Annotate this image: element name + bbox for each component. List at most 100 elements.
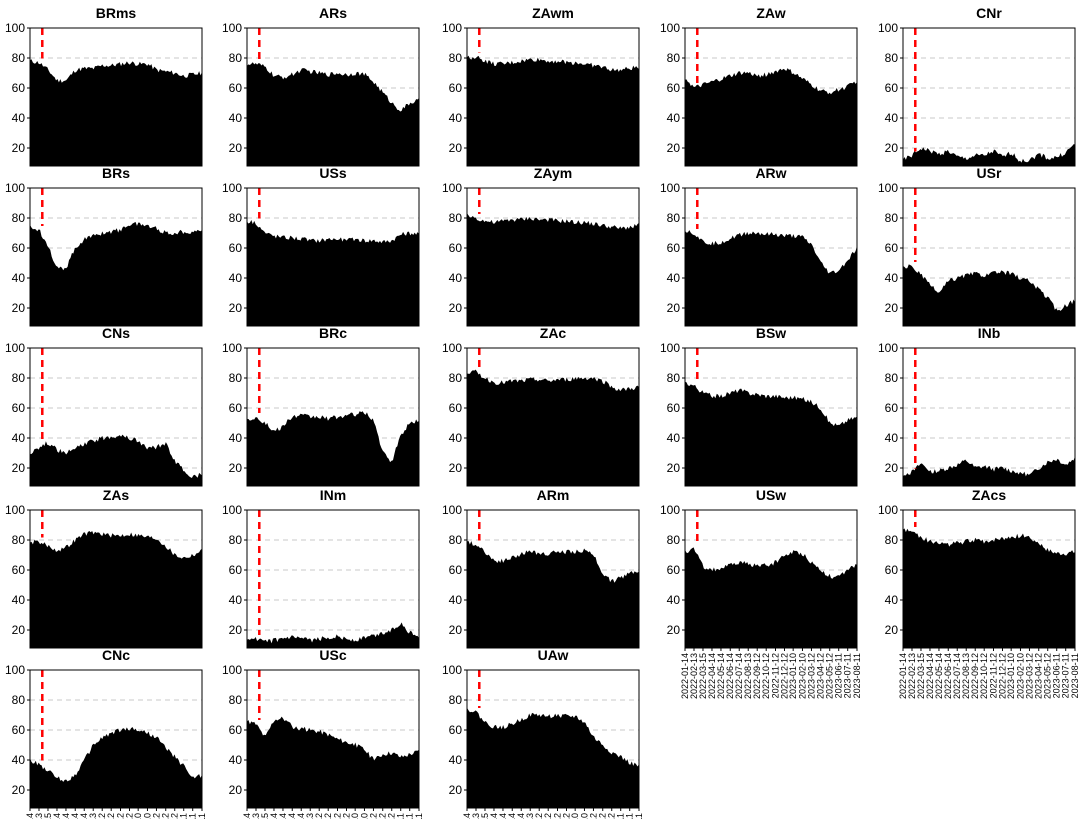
series-area: [467, 55, 639, 166]
x-tick-label: 2022-08-13: [961, 653, 971, 699]
chart-plot: 20 40 60 80 100: [5, 21, 203, 167]
x-tick-label: 2022-09-12: [752, 653, 762, 699]
x-tick-label: 2022-01-14: [680, 653, 690, 699]
plot-frame: [902, 27, 1076, 167]
plot-frame: [29, 187, 203, 327]
y-tick-label: 80: [229, 533, 243, 547]
x-tick-label: 2022-12-12: [124, 813, 134, 819]
x-tick-label: 2023-07-11: [188, 813, 198, 819]
chart-title: USw: [755, 487, 787, 503]
x-tick-label: 2022-07-14: [952, 653, 962, 699]
series-area: [467, 369, 639, 486]
y-tick-label: 80: [667, 371, 681, 385]
chart-panel-brms: BRms 20 40 60 80 100: [0, 0, 212, 176]
y-tick-label: 40: [885, 111, 899, 125]
series-area: [903, 264, 1075, 326]
x-tick-label: 2023-03-12: [588, 813, 598, 819]
y-tick-label: 100: [660, 181, 680, 195]
chart-plot: 20 40 60 80 100: [222, 181, 420, 327]
x-tick-label: 2022-04-14: [489, 813, 499, 819]
y-tick-label: 40: [12, 111, 26, 125]
series-area: [247, 62, 419, 166]
y-tick-label: 100: [222, 21, 242, 35]
x-tick-label: 2022-07-14: [296, 813, 306, 819]
chart-plot: 20 40 60 80 100: [222, 341, 420, 487]
x-tick-label: 2023-01-10: [788, 653, 798, 699]
chart-plot: 20 40 60 80 100: [878, 341, 1076, 487]
x-tick-label: 2023-01-10: [1006, 653, 1016, 699]
x-tick-label: 2023-07-11: [1061, 653, 1071, 698]
x-tick-label: 2022-09-12: [97, 813, 107, 819]
y-tick-label: 100: [878, 341, 898, 355]
plot-frame: [684, 347, 858, 487]
y-tick-label: 40: [229, 111, 243, 125]
y-tick-label: 60: [885, 401, 899, 415]
y-tick-label: 40: [449, 111, 463, 125]
y-tick-label: 80: [229, 371, 243, 385]
plot-frame: [466, 509, 640, 649]
y-tick-label: 80: [449, 693, 463, 707]
x-tick-label: 2023-05-12: [170, 813, 180, 819]
chart-plot: 20 40 60 80 100: [5, 503, 203, 649]
y-tick-label: 80: [229, 211, 243, 225]
x-tick-label: 2022-05-14: [61, 813, 71, 819]
x-tick-label: 2023-02-10: [797, 653, 807, 699]
x-tick-label: 2022-01-14: [242, 813, 252, 819]
chart-plot: 20 40 60 80 100: [5, 181, 203, 327]
chart-title: BSw: [755, 325, 787, 341]
y-tick-label: 100: [660, 341, 680, 355]
y-tick-label: 100: [5, 181, 25, 195]
chart-plot: 20 40 60 80 100: [442, 181, 640, 327]
chart-plot: 20 40 60 80 100 2022-01-142022-02-132022-03-1…: [5, 663, 207, 819]
y-tick-label: 100: [442, 181, 462, 195]
chart-panel-cnc: CNc204060801002022-01-142022-02-132022-0…: [0, 642, 212, 819]
series-area: [685, 381, 857, 486]
y-tick-label: 60: [449, 401, 463, 415]
y-tick-label: 80: [667, 211, 681, 225]
x-tick-label: 2022-05-14: [716, 653, 726, 699]
x-tick-label: 2022-02-13: [907, 653, 917, 699]
y-tick-label: 40: [885, 593, 899, 607]
x-tick-label: 2022-04-14: [707, 653, 717, 699]
x-tick-label: 2022-02-13: [471, 813, 481, 819]
y-tick-label: 20: [449, 141, 463, 155]
x-tick-label: 2023-08-11: [414, 813, 424, 819]
y-tick-label: 40: [449, 593, 463, 607]
y-tick-label: 20: [12, 461, 26, 475]
chart-plot: 20 40 60 80 100 2022-01-142022-02-132022-03-1…: [442, 663, 644, 819]
chart-title: ZAs: [102, 487, 130, 503]
x-tick-label: 2022-06-14: [507, 813, 517, 819]
chart-title: ARm: [536, 487, 570, 503]
x-tick-label: 2022-09-12: [314, 813, 324, 819]
y-tick-label: 80: [885, 533, 899, 547]
x-tick-label: 2023-01-10: [350, 813, 360, 819]
y-tick-label: 100: [5, 341, 25, 355]
x-tick-label: 2022-08-13: [525, 813, 535, 819]
chart-panel-usw: USw 20 40 60 80 100 2022-01-14 2022-02-13 2022-0…: [655, 482, 867, 699]
y-tick-label: 80: [449, 211, 463, 225]
y-tick-label: 20: [667, 461, 681, 475]
y-tick-label: 100: [442, 503, 462, 517]
chart-plot: 20 40 60 80 100: [660, 341, 858, 487]
plot-frame: [684, 27, 858, 167]
x-tick-label: 2022-03-15: [916, 653, 926, 699]
series-area: [467, 213, 639, 326]
x-tick-label: 2022-04-14: [269, 813, 279, 819]
x-tick-label: 2022-02-13: [34, 813, 44, 819]
y-tick-label: 80: [12, 371, 26, 385]
x-tick-label: 2022-01-14: [25, 813, 35, 819]
chart-panel-bsw: BSw 20 40 60 80 100: [655, 320, 867, 496]
x-tick-label: 2022-08-13: [305, 813, 315, 819]
plot-frame: [246, 27, 420, 167]
series-area: [467, 707, 639, 808]
x-tick-label: 2022-12-12: [779, 653, 789, 699]
x-tick-label: 2022-09-12: [534, 813, 544, 819]
y-tick-label: 80: [12, 533, 26, 547]
x-tick-label: 2023-08-11: [1070, 653, 1080, 698]
chart-title: BRs: [101, 165, 130, 181]
x-tick-label: 2023-04-12: [378, 813, 388, 819]
x-tick-label: 2022-04-14: [52, 813, 62, 819]
x-tick-label: 2023-07-11: [625, 813, 635, 819]
series-area: [30, 434, 202, 486]
chart-title: ZAym: [533, 165, 573, 181]
